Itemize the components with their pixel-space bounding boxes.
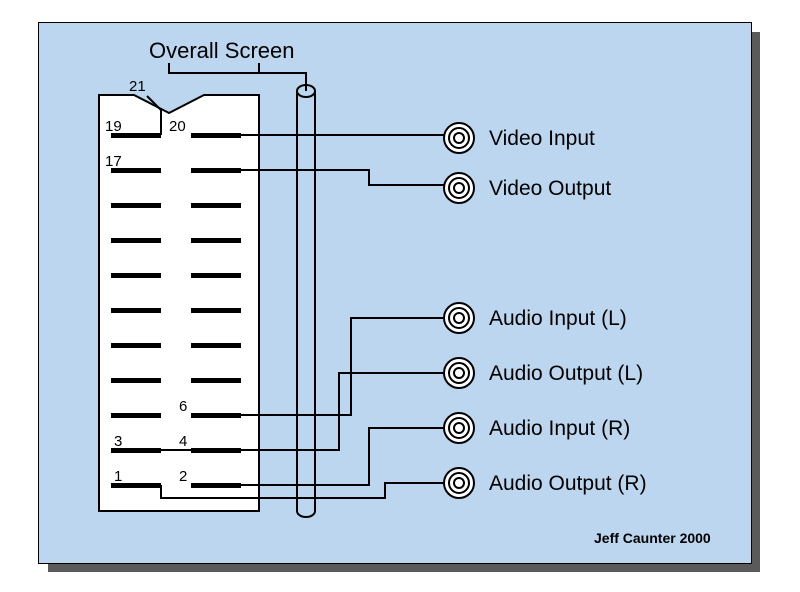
jack-inner-5 — [454, 478, 464, 488]
pin-label-left-9: 3 — [114, 433, 122, 450]
diagram-svg: 19 20 17 6 3 4 1 2 21 Video Input Video Output Audi… — [39, 23, 751, 563]
pin-label-21: 21 — [129, 78, 146, 95]
pin-bar-left-3 — [111, 238, 161, 243]
pin-bar-right-8 — [191, 413, 241, 418]
pin-label-right-8: 6 — [179, 398, 187, 415]
diagram-title: Overall Screen — [149, 38, 295, 63]
pin-bar-left-7 — [111, 378, 161, 383]
jack-inner-2 — [454, 313, 464, 323]
wire-5 — [241, 318, 444, 415]
pin-label-right-9: 4 — [179, 433, 187, 450]
pin-bar-left-5 — [111, 308, 161, 313]
pin-label-right-0: 20 — [169, 118, 186, 135]
jack-label-1: Video Output — [489, 177, 611, 200]
pin-bar-right-10 — [191, 483, 241, 488]
jack-label-5: Audio Output (R) — [489, 472, 647, 495]
pin-label-left-1: 17 — [105, 153, 122, 170]
jack-inner-3 — [454, 368, 464, 378]
pin-bar-right-4 — [191, 273, 241, 278]
pin-label-left-0: 19 — [105, 118, 122, 135]
pin-bar-right-7 — [191, 378, 241, 383]
diagram-panel: 19 20 17 6 3 4 1 2 21 Video Input Video Output Audi… — [38, 22, 752, 564]
jack-label-0: Video Input — [489, 127, 595, 150]
jack-label-4: Audio Input (R) — [489, 417, 630, 440]
jack-inner-0 — [454, 133, 464, 143]
credit-text: Jeff Caunter 2000 — [594, 530, 711, 546]
pin-bar-right-2 — [191, 203, 241, 208]
pin-bar-right-5 — [191, 308, 241, 313]
pin-label-left-10: 1 — [114, 468, 122, 485]
pin-bar-right-6 — [191, 343, 241, 348]
pin-bar-left-8 — [111, 413, 161, 418]
jack-label-3: Audio Output (L) — [489, 362, 643, 385]
wire-3 — [169, 63, 306, 91]
pin-bar-left-2 — [111, 203, 161, 208]
pin-bar-right-3 — [191, 238, 241, 243]
pin-bar-right-1 — [191, 168, 241, 173]
jack-label-2: Audio Input (L) — [489, 307, 627, 330]
pin-bar-left-6 — [111, 343, 161, 348]
diagram-root: 19 20 17 6 3 4 1 2 21 Video Input Video Output Audi… — [0, 0, 800, 592]
jack-inner-4 — [454, 423, 464, 433]
wire-1 — [241, 170, 444, 185]
screen-sleeve-cap-bottom — [297, 511, 315, 517]
wire-7 — [241, 428, 444, 485]
pin-label-right-10: 2 — [179, 468, 187, 485]
pin-bar-left-4 — [111, 273, 161, 278]
jack-inner-1 — [454, 183, 464, 193]
pin-bar-right-0 — [191, 133, 241, 138]
